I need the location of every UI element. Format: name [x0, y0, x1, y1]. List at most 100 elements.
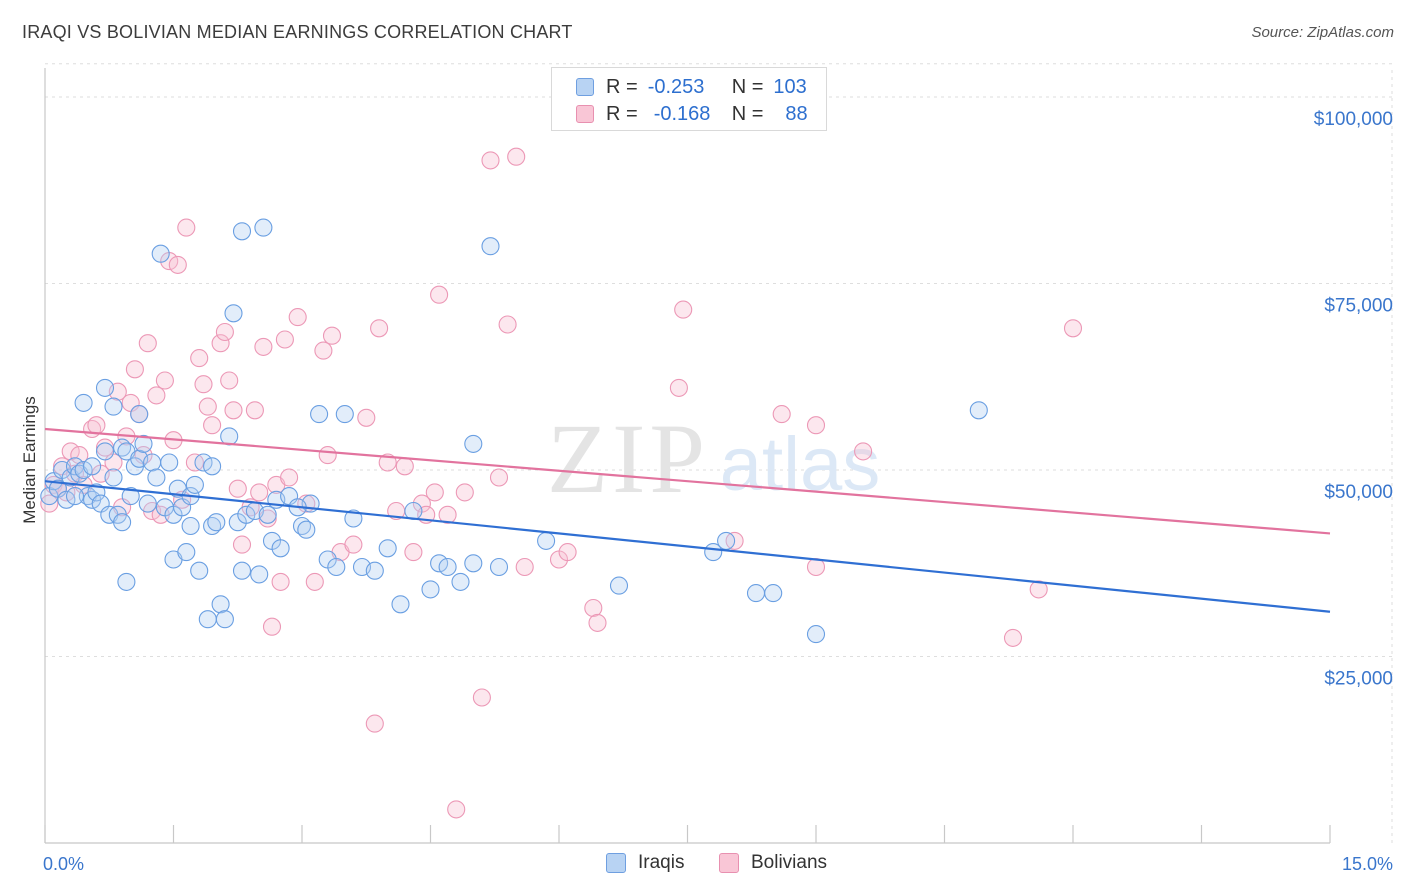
bolivians-point	[674, 300, 693, 319]
iraqis-point	[190, 561, 209, 580]
iraqis-legend-swatch	[606, 853, 626, 873]
iraqis-point	[258, 505, 277, 524]
iraqis-point	[95, 442, 115, 461]
iraqis-point	[969, 401, 988, 420]
iraqis-point	[83, 457, 102, 476]
bolivians-point	[254, 337, 273, 356]
y-tick-label: $25,000	[1324, 669, 1393, 690]
bolivians-point	[806, 416, 826, 435]
bolivians-point	[322, 326, 342, 345]
iraqis-point	[271, 539, 290, 558]
iraqis-point	[104, 397, 123, 416]
iraqis-point	[57, 490, 76, 509]
iraqis-point	[717, 531, 736, 550]
bolivians-point	[447, 800, 466, 819]
bolivians-point	[425, 483, 444, 502]
r-value: -0.168	[653, 102, 711, 125]
bolivians-point	[370, 319, 389, 338]
iraqis-point	[310, 405, 329, 424]
iraqis-point	[344, 509, 363, 528]
iraqis-point	[237, 505, 256, 524]
iraqis-point	[537, 531, 556, 550]
iraqis-point	[609, 576, 629, 595]
bolivians-point	[404, 543, 423, 562]
r-value: -0.253	[647, 75, 705, 98]
iraqis-point	[134, 434, 153, 453]
bolivians-point	[125, 360, 144, 379]
iraqis-point	[65, 487, 85, 506]
y-tick-label: $100,000	[1314, 109, 1393, 130]
iraqis-point	[185, 475, 204, 494]
bolivians-point	[558, 543, 577, 562]
legend-row-iraqis: R = -0.253 N = 103	[576, 74, 807, 100]
iraqis-point	[438, 557, 457, 577]
bolivians-point	[584, 598, 603, 618]
r-label: R =	[606, 102, 638, 125]
bolivians-point	[194, 375, 213, 394]
iraqis-point	[74, 393, 93, 412]
iraqis-point	[391, 595, 410, 614]
watermark-atlas: atlas	[720, 422, 881, 507]
bolivians-point	[772, 405, 791, 424]
bolivians-point	[61, 442, 80, 461]
iraqis-point	[160, 453, 179, 472]
y-tick-label: $75,000	[1324, 296, 1393, 317]
iraqis-legend-label: Iraqis	[638, 852, 685, 873]
iraqis-point	[464, 554, 483, 573]
bolivians-point	[147, 386, 166, 405]
correlation-legend: R = -0.253 N = 103 R = -0.168 N = 88	[551, 67, 827, 131]
iraqis-point	[232, 561, 252, 580]
n-value: 103	[773, 75, 807, 98]
bolivians-point	[228, 479, 247, 498]
iraqis-point	[95, 378, 115, 397]
iraqis-point	[250, 565, 269, 584]
bolivians-point	[1029, 580, 1048, 599]
iraqis-point	[224, 304, 243, 323]
iraqis-point	[335, 405, 354, 424]
bolivians-point	[472, 688, 491, 707]
iraqis-point	[117, 572, 136, 591]
bolivians-point	[481, 151, 500, 170]
bolivians-points	[40, 147, 1083, 819]
iraqis-point	[198, 610, 217, 629]
iraqis-point	[104, 468, 123, 487]
bolivians-point	[211, 334, 230, 353]
bolivians-point	[1003, 628, 1023, 647]
axis-labels: $25,000 $50,000 $75,000 $100,000 0.0% 15.0% Me…	[20, 109, 1393, 874]
bolivians-point	[314, 341, 333, 360]
bolivians-point	[168, 255, 187, 274]
iraqis-trend-line	[44, 480, 1331, 613]
iraqis-point	[220, 427, 239, 446]
iraqis-point	[451, 572, 470, 591]
n-value: 88	[785, 102, 808, 125]
axes	[44, 68, 1331, 844]
bolivians-point	[271, 572, 290, 591]
bolivians-point	[215, 322, 234, 342]
watermark-zip: ZIP	[547, 403, 709, 514]
iraqis-point	[211, 595, 230, 614]
r-label: R =	[606, 75, 638, 98]
bolivians-point	[854, 442, 873, 461]
legend-item-bolivians[interactable]: Bolivians	[719, 852, 827, 874]
bolivians-point	[455, 483, 474, 502]
bolivians-point	[245, 401, 264, 420]
iraqis-point	[121, 487, 140, 506]
watermark: ZIP atlas	[547, 403, 880, 514]
legend-item-iraqis[interactable]: Iraqis	[606, 852, 684, 874]
bolivians-point	[669, 378, 688, 397]
iraqis-point	[378, 539, 397, 558]
iraqis-point	[232, 222, 252, 241]
bolivians-point	[190, 349, 209, 368]
bolivians-point	[507, 147, 526, 166]
bolivians-point	[232, 535, 252, 554]
bolivians-point	[365, 714, 384, 733]
chart-title: IRAQI VS BOLIVIAN MEDIAN EARNINGS CORREL…	[22, 22, 573, 42]
iraqis-point	[464, 434, 483, 453]
iraqis-point	[365, 561, 384, 580]
iraqis-point	[130, 405, 149, 424]
n-label: N =	[731, 75, 764, 98]
bolivians-point	[177, 218, 196, 237]
n-label: N =	[731, 102, 764, 125]
bolivians-point	[70, 446, 89, 465]
